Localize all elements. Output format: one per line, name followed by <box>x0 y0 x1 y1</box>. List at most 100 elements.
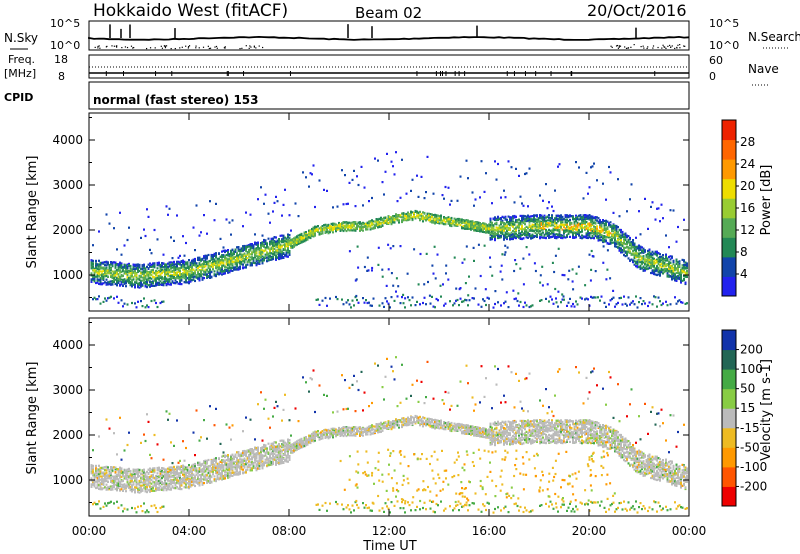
power-cell <box>356 227 358 230</box>
power-cell <box>650 264 652 267</box>
power-cell <box>242 246 244 249</box>
power-cell <box>596 216 598 219</box>
power-cell <box>249 264 252 267</box>
power-cell <box>131 272 133 275</box>
power-cell <box>107 282 109 285</box>
power-cell <box>555 223 558 226</box>
power-cell <box>476 221 478 224</box>
power-cell <box>345 221 348 224</box>
power-cell <box>636 261 639 264</box>
power-cell <box>620 234 622 237</box>
power-cell <box>497 236 499 240</box>
power-cell <box>144 277 147 280</box>
power-cell <box>543 217 546 220</box>
power-cell <box>572 235 574 238</box>
power-cell <box>221 266 223 269</box>
power-cell <box>429 220 432 223</box>
power-cell <box>363 223 366 226</box>
power-cell <box>507 223 510 226</box>
power-cell <box>588 224 591 227</box>
power-cell <box>302 236 304 239</box>
power-cell <box>587 236 589 240</box>
power-cell <box>128 262 130 265</box>
power-cell <box>641 267 643 270</box>
power-cell <box>240 258 243 261</box>
power-cell <box>546 222 549 225</box>
power-cell <box>197 277 199 280</box>
power-cell <box>471 225 474 228</box>
power-cell <box>216 271 219 274</box>
power-cell <box>471 297 474 300</box>
power-cell <box>141 305 144 308</box>
power-cell <box>617 242 619 245</box>
power-cell <box>482 222 484 225</box>
power-cell <box>269 240 271 243</box>
power-cell <box>485 223 487 226</box>
power-cell <box>593 232 595 236</box>
power-cell <box>224 255 226 258</box>
power-cell <box>252 261 255 264</box>
power-cell <box>147 275 150 278</box>
power-cell <box>597 239 600 242</box>
power-cell <box>573 222 576 225</box>
power-cell <box>620 228 622 232</box>
power-cell <box>455 224 457 227</box>
power-cell <box>569 221 571 224</box>
power-cell <box>626 241 628 244</box>
nsearch-dot <box>163 45 165 47</box>
power-cell <box>515 235 517 238</box>
power-cell <box>303 237 306 240</box>
power-cell <box>459 297 462 300</box>
nsearch-dot <box>214 46 216 48</box>
power-cell <box>593 296 595 299</box>
power-cell <box>605 236 607 239</box>
power-cell <box>383 305 385 308</box>
power-cell <box>203 265 205 269</box>
power-cell <box>281 250 283 253</box>
power-cell <box>480 305 483 308</box>
power-cell <box>204 268 207 271</box>
power-cell <box>554 236 556 239</box>
power-cell <box>519 237 522 240</box>
power-cell <box>239 250 241 253</box>
power-cell <box>107 261 109 264</box>
power-cell <box>270 258 273 261</box>
power-cell <box>390 160 393 163</box>
power-cell <box>503 302 505 305</box>
power-cell <box>605 228 607 231</box>
power-cell <box>324 226 327 229</box>
power-cell <box>525 225 528 228</box>
power-cell <box>98 268 100 271</box>
power-cell <box>638 301 640 304</box>
power-cell <box>219 268 222 271</box>
nsearch-dot <box>239 47 241 50</box>
power-cell <box>629 198 631 201</box>
power-cell <box>501 232 504 235</box>
power-cell <box>233 250 235 253</box>
power-cell <box>525 216 528 219</box>
power-cell <box>330 227 333 230</box>
power-cell <box>251 264 253 267</box>
power-cell <box>167 282 169 286</box>
power-cell <box>446 217 448 220</box>
nsearch-dot <box>161 47 164 49</box>
power-cell <box>237 268 240 271</box>
power-cell <box>561 223 564 226</box>
power-cell <box>371 227 373 230</box>
nsearch-dot <box>113 45 115 47</box>
power-cell <box>293 245 295 248</box>
power-cell <box>171 270 174 273</box>
power-cell <box>129 276 132 279</box>
power-cell <box>239 253 241 256</box>
power-cell <box>627 239 630 242</box>
power-cell <box>168 264 171 267</box>
power-cell <box>116 272 118 275</box>
power-cell <box>384 297 387 300</box>
power-cell <box>605 221 607 224</box>
power-cell <box>404 306 406 309</box>
power-cell <box>638 252 640 255</box>
power-cell <box>471 221 474 224</box>
power-cell <box>272 238 274 241</box>
power-cell <box>587 223 589 226</box>
power-cell <box>258 259 261 262</box>
